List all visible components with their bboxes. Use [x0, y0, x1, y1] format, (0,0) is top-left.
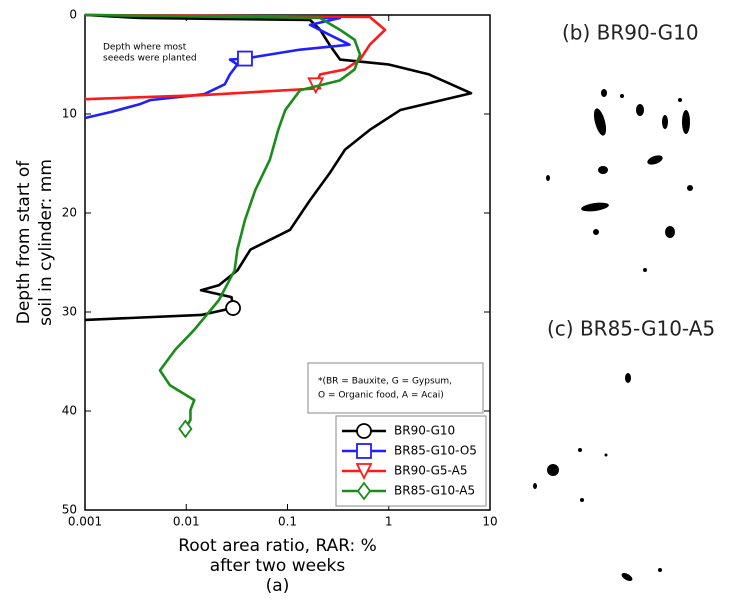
- y-tick-label: 10: [62, 107, 77, 121]
- x-axis-label: (a): [266, 576, 290, 596]
- root-blobs: [533, 373, 662, 583]
- figure: (b) BR90-G10 (c) BR85-G10-A5: [0, 0, 753, 601]
- y-tick-label: 20: [62, 206, 77, 220]
- annotation: seeeds were planted: [103, 54, 197, 64]
- x-axis-label: after two weeks: [210, 556, 346, 576]
- note-box: [308, 363, 483, 413]
- y-axis-label: soil in cylinder: mm: [36, 159, 56, 326]
- legend-label: BR90-G5-A5: [394, 464, 467, 478]
- series-line: [85, 15, 350, 118]
- x-tick-label: 1: [385, 515, 393, 529]
- panel-title: (c) BR85-G10-A5: [547, 317, 715, 341]
- panel-c: (c) BR85-G10-A5: [533, 317, 715, 583]
- panel-title: (b) BR90-G10: [562, 21, 699, 45]
- legend-label: BR85-G10-O5: [394, 444, 477, 458]
- y-tick-label: 0: [69, 8, 77, 22]
- y-tick-label: 50: [62, 503, 77, 517]
- x-axis-label: Root area ratio, RAR: %: [178, 536, 377, 556]
- note: *(BR = Bauxite, G = Gypsum,: [318, 377, 452, 387]
- annotation: Depth where most: [103, 43, 187, 53]
- y-tick-label: 30: [62, 305, 77, 319]
- x-tick-label: 0.001: [68, 515, 102, 529]
- legend-label: BR90-G10: [394, 424, 455, 438]
- marker: [238, 52, 252, 66]
- panel-b: (b) BR90-G10: [546, 21, 699, 273]
- marker: [226, 301, 240, 315]
- marker: [357, 424, 371, 438]
- root-blobs: [546, 89, 693, 272]
- x-tick-label: 0.1: [278, 515, 297, 529]
- y-axis-label: Depth from start of: [14, 160, 34, 325]
- y-tick-label: 40: [62, 404, 77, 418]
- note: O = Organic food, A = Acai): [318, 391, 444, 401]
- x-tick-label: 10: [482, 515, 497, 529]
- legend-label: BR85-G10-A5: [394, 484, 475, 498]
- marker: [357, 444, 371, 458]
- x-tick-label: 0.01: [173, 515, 200, 529]
